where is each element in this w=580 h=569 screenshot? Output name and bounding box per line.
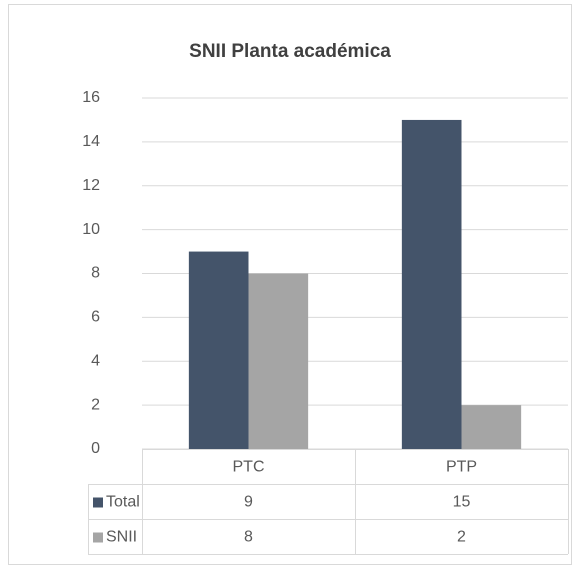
- legend-swatch: [93, 532, 103, 543]
- bar: [461, 405, 522, 449]
- legend-label: Total: [106, 494, 140, 511]
- table-value: 2: [457, 529, 466, 546]
- x-tick-label: PTC: [233, 459, 265, 476]
- y-tick-label: 0: [91, 440, 100, 457]
- y-tick-label: 16: [82, 89, 100, 106]
- table-value: 8: [244, 529, 253, 546]
- y-tick-label: 4: [91, 352, 100, 369]
- y-tick-label: 14: [82, 133, 100, 150]
- bar: [188, 251, 249, 449]
- bar: [401, 119, 462, 449]
- y-tick-label: 6: [91, 309, 100, 326]
- y-tick-label: 8: [91, 265, 100, 282]
- y-tick-label: 12: [82, 177, 100, 194]
- legend-swatch: [93, 497, 103, 508]
- table-value: 9: [244, 494, 253, 511]
- y-tick-label: 10: [82, 221, 100, 238]
- chart-title: SNII Planta académica: [189, 41, 391, 62]
- legend-label: SNII: [106, 529, 137, 546]
- table-value: 15: [453, 494, 471, 511]
- y-tick-label: 2: [91, 396, 100, 413]
- x-tick-label: PTP: [446, 459, 477, 476]
- bar: [248, 273, 309, 449]
